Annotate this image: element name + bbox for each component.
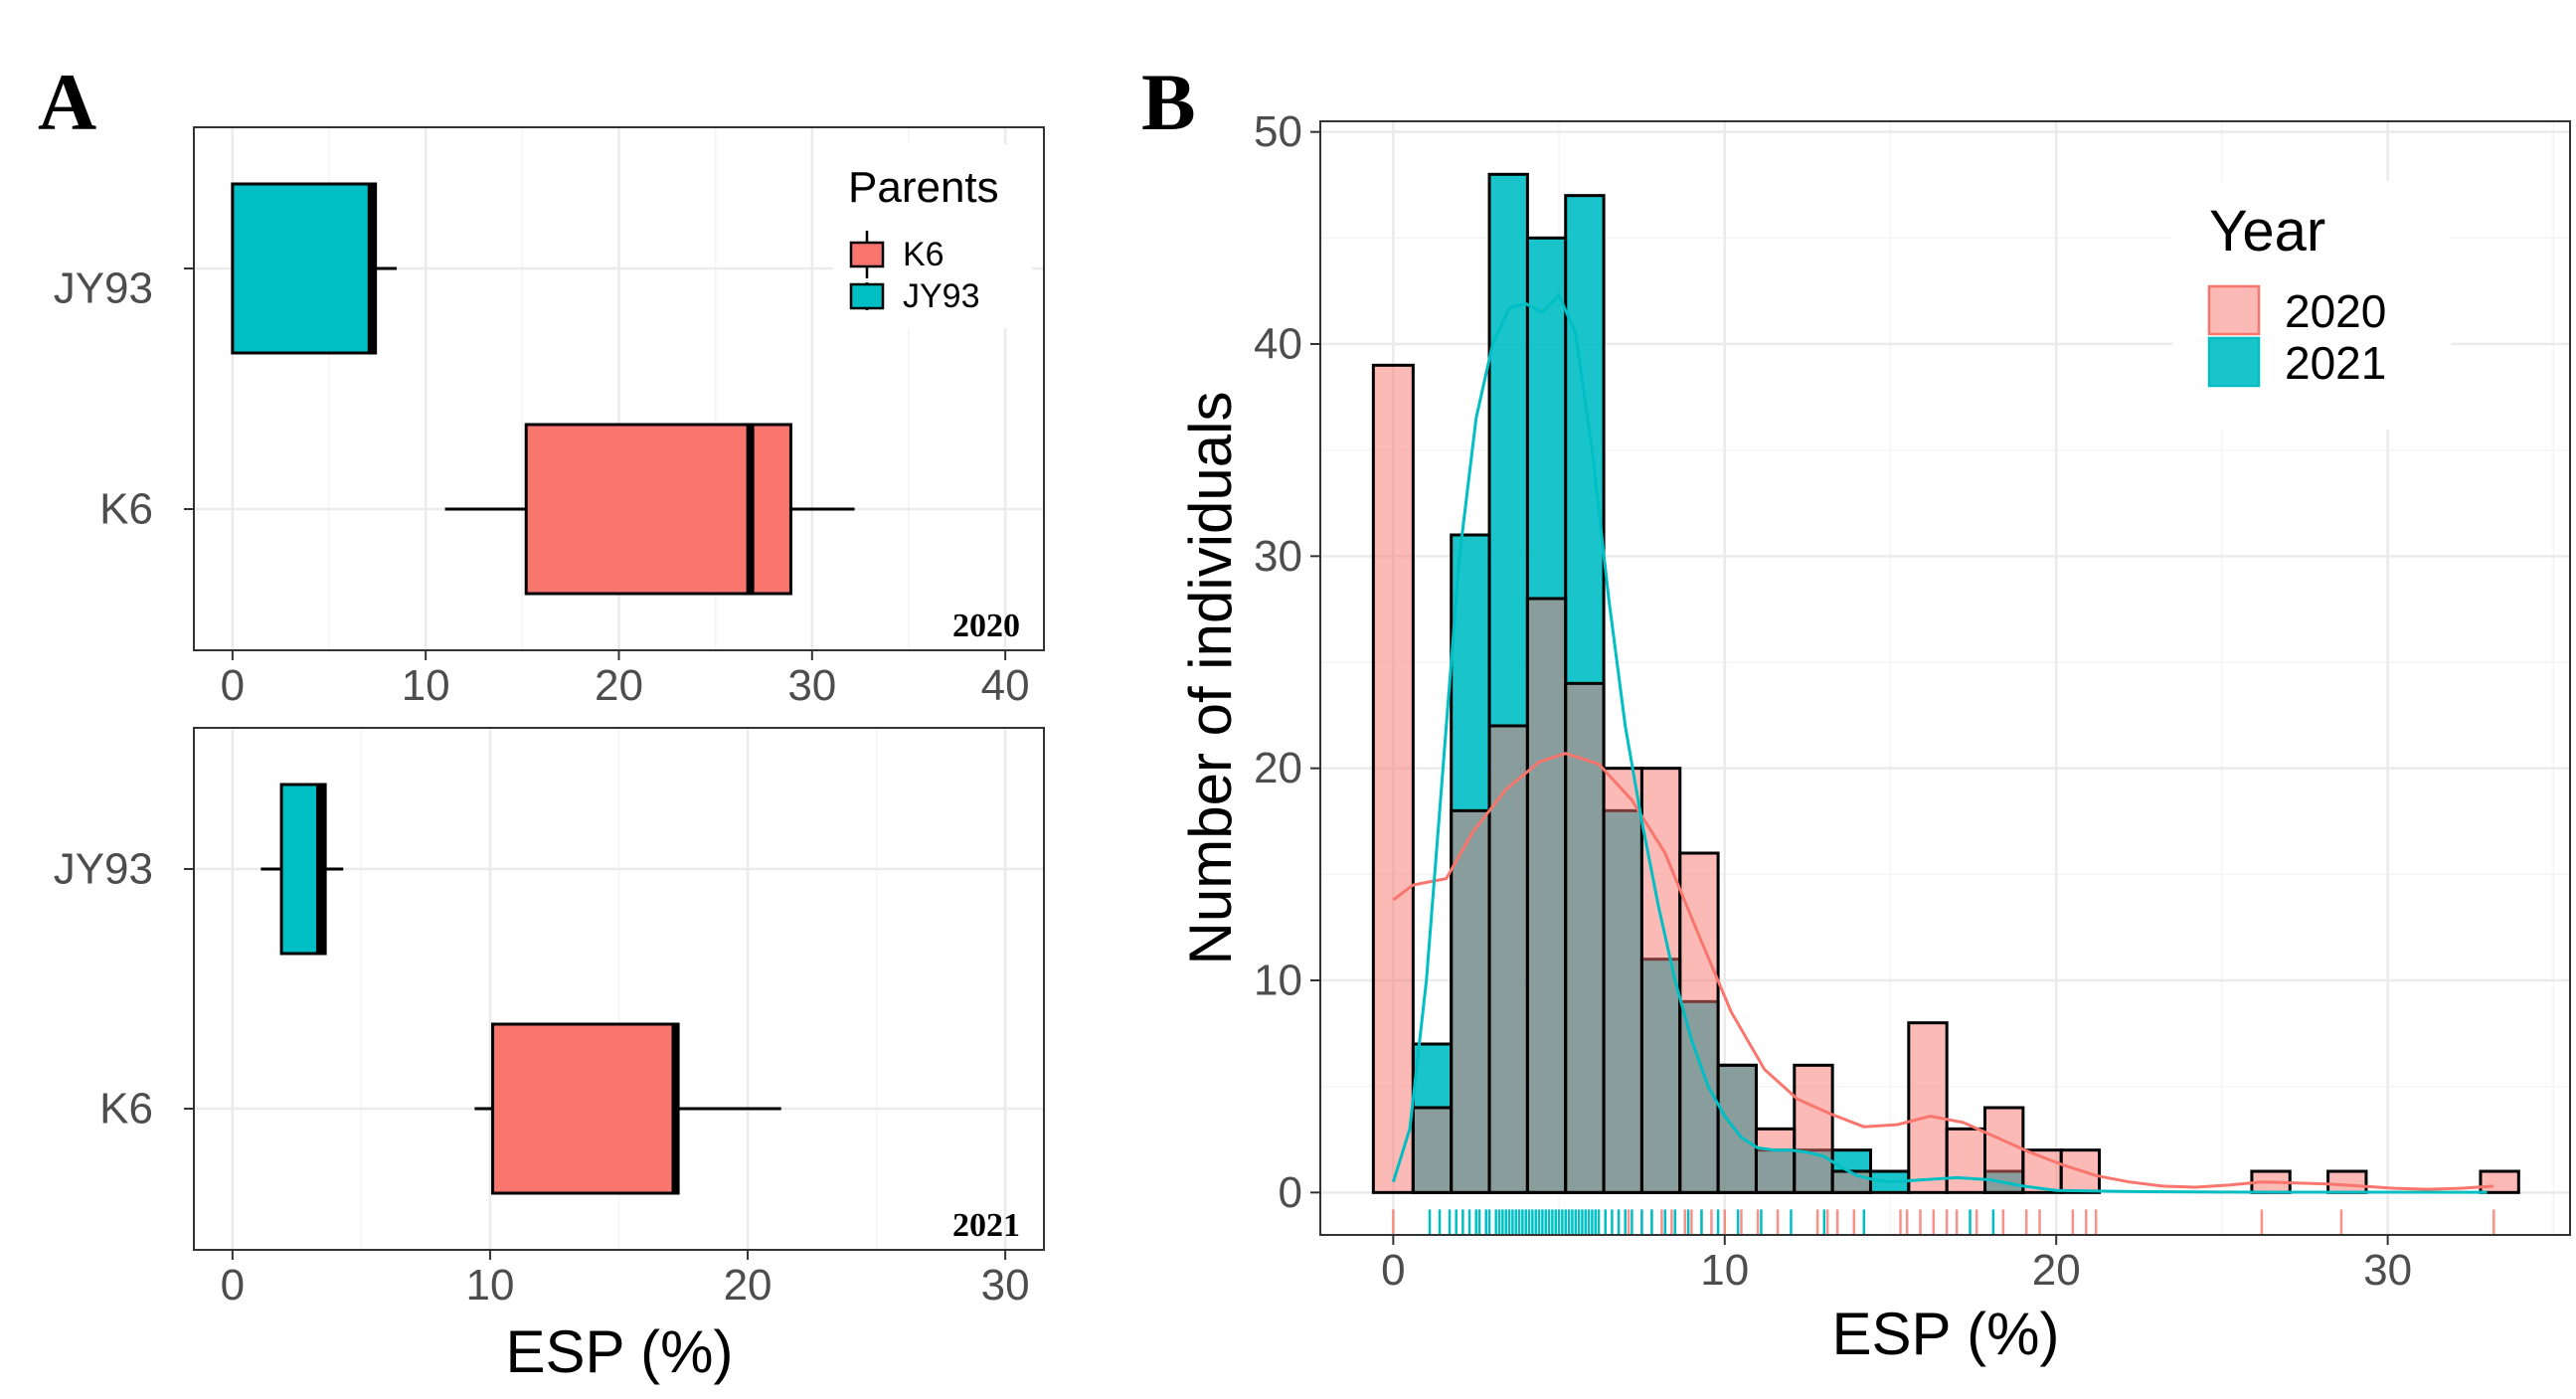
legend-key-jy93: [849, 282, 885, 310]
legend-key-2021: [2207, 336, 2261, 388]
boxplot-2021-marks: [260, 783, 781, 1195]
legend-parents-title: Parents: [848, 163, 999, 212]
x-tick-label: 10: [465, 1261, 514, 1310]
histogram-panel: 0 10 20 30 0 10 20 30 40 50 ESP (%) Number of ind…: [1177, 107, 2571, 1367]
histogram-bar-2020: [1487, 724, 1529, 1194]
x-tick-label: 0: [221, 1261, 245, 1310]
panel-a-xlabel: ESP (%): [506, 1318, 734, 1385]
x-tick-label: 0: [1381, 1246, 1405, 1295]
histogram-bar-2020: [1945, 1127, 1987, 1194]
histogram-rug: [1392, 1209, 2495, 1235]
density-curve-2021: [1391, 292, 2488, 1194]
histogram-bar-2020: [1411, 1106, 1454, 1194]
y-tick-label: 0: [1279, 1168, 1302, 1217]
y-tick-label: 10: [1254, 957, 1302, 1005]
histogram-bar-2020: [1754, 1127, 1797, 1194]
histogram-axes: 0 10 20 30 0 10 20 30 40 50: [1254, 107, 2412, 1295]
box-k6-body: [491, 1022, 680, 1195]
boxplot-2021-axes: 0 10 20 30: [184, 868, 1030, 1310]
legend-year-title: Year: [2209, 199, 2325, 263]
boxplot-2020-axes: 0 10 20 30 40: [184, 267, 1030, 710]
histogram-bar-2020: [1564, 681, 1606, 1194]
histogram-bar-2020: [1525, 597, 1568, 1194]
panel-b-ylabel: Number of individuals: [1177, 392, 1244, 965]
boxplot-2021-border: [193, 727, 1045, 1251]
histogram-bar-2020: [1716, 1063, 1758, 1194]
histogram-bar-2020: [2326, 1169, 2368, 1194]
density-curve-2020: [1392, 752, 2494, 1191]
x-tick-label: 40: [981, 661, 1030, 710]
x-tick-label: 10: [402, 661, 450, 710]
histogram-bar-2020: [1830, 1169, 1872, 1194]
histogram-bar-2020: [1371, 363, 1415, 1194]
x-tick-label: 0: [221, 661, 245, 710]
year-label-2020: 2020: [952, 608, 1020, 644]
x-tick-label: 10: [1700, 1246, 1749, 1295]
a2-ytick-jy93: JY93: [54, 845, 153, 894]
x-tick-label: 30: [981, 1261, 1030, 1310]
panel-label-a: A: [38, 57, 96, 147]
a1-ytick-jy93: JY93: [54, 264, 153, 313]
y-tick-label: 30: [1254, 532, 1302, 581]
boxplot-2021-panel: 0 10 20 30 JY93 K6 2021 ESP (%): [54, 727, 1045, 1385]
histogram-bar-2020: [2479, 1169, 2520, 1194]
a1-ytick-k6: K6: [99, 485, 153, 534]
histogram-bar-2020: [1983, 1106, 2025, 1194]
boxplot-2020-marks: [231, 182, 855, 596]
histogram-bar-2020: [1450, 808, 1491, 1194]
panel-label-b: B: [1141, 57, 1196, 147]
histogram-bar-2020: [1793, 1063, 1834, 1194]
legend-year-2021: 2021: [2285, 337, 2386, 389]
legend-year-2020: 2020: [2285, 285, 2386, 337]
x-tick-label: 20: [595, 661, 643, 710]
year-label-2021: 2021: [952, 1207, 1020, 1244]
box-jy93-body: [231, 182, 378, 355]
legend-parents: Parents K6 JY93: [833, 144, 1032, 328]
boxplot-2020-panel: 0 10 20 30 40 JY93 K6 2020 Parents K6 JY93: [54, 126, 1045, 710]
histogram-bar-2020: [1602, 767, 1643, 1194]
histogram-bars-2020: [1371, 363, 2520, 1194]
y-tick-label: 50: [1254, 107, 1302, 156]
legend-key-k6: [849, 231, 885, 278]
histogram-density-curves: [1391, 292, 2494, 1194]
legend-key-2020: [2207, 284, 2261, 336]
x-tick-label: 30: [2363, 1246, 2412, 1295]
panel-b-xlabel: ESP (%): [1832, 1301, 2060, 1367]
x-tick-label: 20: [724, 1261, 773, 1310]
x-tick-label: 20: [2032, 1246, 2081, 1295]
legend-parents-k6: K6: [903, 236, 945, 273]
x-tick-label: 30: [787, 661, 836, 710]
y-tick-label: 40: [1254, 320, 1302, 369]
a2-ytick-k6: K6: [99, 1085, 153, 1134]
histogram-border: [1319, 120, 2571, 1236]
histogram-bar-2020: [1907, 1021, 1949, 1194]
legend-year: Year 2020 2021: [2172, 181, 2451, 430]
legend-parents-jy93: JY93: [903, 277, 980, 315]
y-tick-label: 20: [1254, 744, 1302, 792]
